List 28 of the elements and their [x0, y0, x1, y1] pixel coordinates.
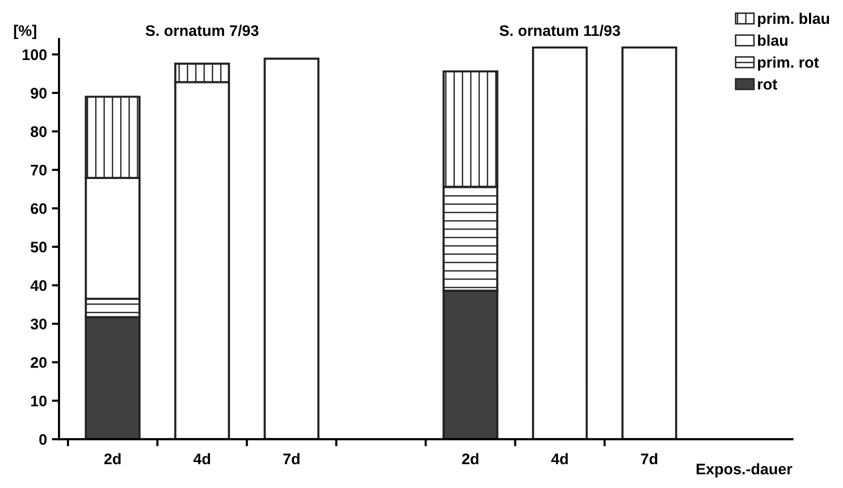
text: S. ornatum 11/93 — [500, 24, 620, 36]
y-axis-title: [%] — [14, 24, 36, 40]
y-tick-label: 100 — [22, 49, 47, 60]
y-tick-label: 60 — [30, 203, 47, 214]
y-tick-label: 90 — [30, 88, 47, 99]
x-tick-label: 4d — [551, 453, 568, 464]
y-tick-label: 0 — [39, 434, 47, 445]
text: S. ornatum 7/93 — [146, 24, 258, 36]
y-tick-label: 10 — [31, 396, 47, 406]
legend-label: blau — [758, 34, 788, 46]
y-tick-label: 40 — [30, 280, 47, 291]
y-tick-label: 70 — [30, 164, 47, 176]
x-tick-label: 2d — [462, 453, 478, 464]
x-tick-label: 7d — [283, 453, 300, 464]
bar — [621, 46, 678, 440]
legend-label: rot — [758, 80, 778, 90]
x-tick-label: 4d — [193, 453, 210, 464]
legend-label: prim. rot — [758, 56, 819, 71]
y-tick-label: 20 — [30, 357, 47, 368]
y-tick-label: 80 — [30, 126, 47, 138]
y-tick-label: 30 — [30, 318, 47, 330]
x-tick-label: 7d — [641, 453, 658, 464]
y-tick-label: 50 — [30, 242, 47, 252]
legend-label: prim. blau — [758, 12, 830, 28]
bar — [264, 58, 320, 440]
x-axis-title: Expos.-dauer — [696, 463, 792, 478]
bar — [532, 46, 588, 440]
x-tick-label: 2d — [104, 453, 121, 464]
